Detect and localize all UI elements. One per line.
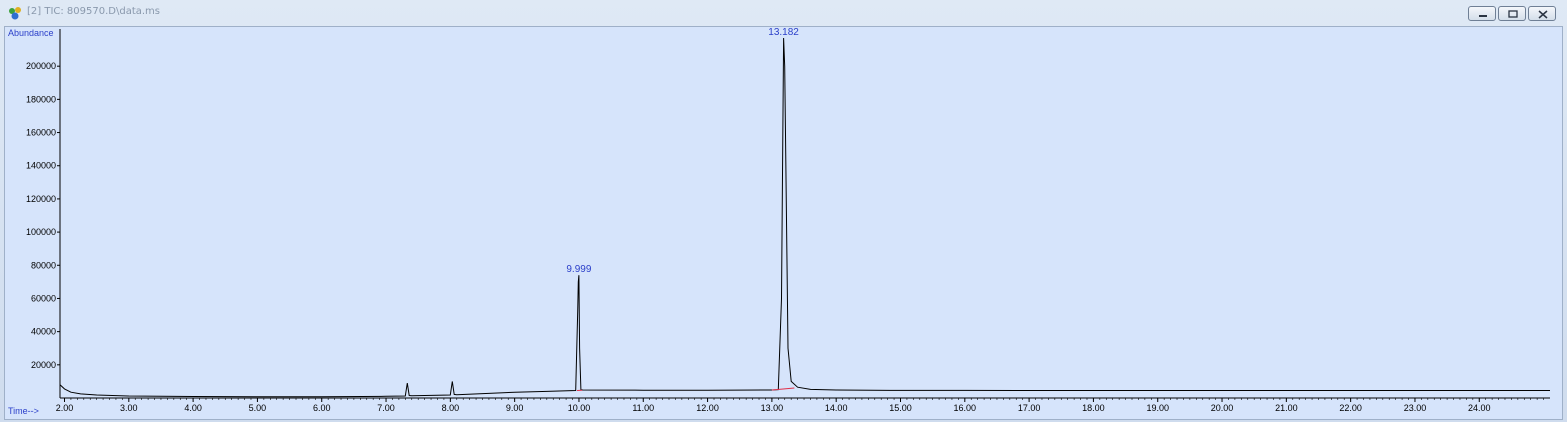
x-axis-label: Time--> <box>8 406 39 416</box>
x-tick-label: 19.00 <box>1146 403 1169 413</box>
x-tick-label: 17.00 <box>1018 403 1041 413</box>
restore-button[interactable] <box>1498 6 1526 21</box>
minimize-button[interactable] <box>1468 6 1496 21</box>
y-tick-label: 20000 <box>31 360 56 370</box>
x-tick-label: 6.00 <box>313 403 331 413</box>
peak-label: 13.182 <box>768 27 799 38</box>
y-tick-label: 200000 <box>26 61 56 71</box>
x-tick-label: 13.00 <box>761 403 784 413</box>
y-tick-label: 60000 <box>31 293 56 303</box>
minimize-icon <box>1479 15 1487 17</box>
x-tick-label: 2.00 <box>56 403 74 413</box>
title-bar[interactable]: [2] TIC: 809570.D\data.ms <box>0 0 1567 26</box>
y-tick-label: 80000 <box>31 260 56 270</box>
y-tick-label: 100000 <box>26 227 56 237</box>
x-tick-label: 4.00 <box>184 403 202 413</box>
window-title: [2] TIC: 809570.D\data.ms <box>27 6 161 17</box>
peak-baseline-marker <box>771 387 795 391</box>
x-tick-label: 18.00 <box>1082 403 1105 413</box>
x-tick-label: 24.00 <box>1468 403 1491 413</box>
close-icon <box>1538 10 1548 19</box>
x-tick-label: 7.00 <box>377 403 395 413</box>
x-tick-label: 8.00 <box>442 403 460 413</box>
x-tick-label: 22.00 <box>1339 403 1362 413</box>
x-tick-label: 9.00 <box>506 403 524 413</box>
x-tick-label: 12.00 <box>696 403 719 413</box>
x-tick-label: 20.00 <box>1211 403 1234 413</box>
tic-trace <box>59 37 1550 398</box>
y-tick-label: 140000 <box>26 161 56 171</box>
x-tick-label: 3.00 <box>120 403 138 413</box>
close-button[interactable] <box>1528 6 1556 21</box>
chromatogram-chart: 20000 40000 60000 80000 100000 120000 140000 16… <box>26 27 1550 413</box>
y-tick-label: 120000 <box>26 194 56 204</box>
x-tick-label: 21.00 <box>1275 403 1298 413</box>
plot-area[interactable]: Abundance Time--> 20000 40000 60000 80000 10… <box>4 26 1563 420</box>
y-tick-label: 40000 <box>31 327 56 337</box>
x-tick-label: 14.00 <box>825 403 848 413</box>
x-tick-label: 15.00 <box>889 403 912 413</box>
y-tick-label: 180000 <box>26 94 56 104</box>
x-tick-label: 10.00 <box>568 403 591 413</box>
y-tick-label: 160000 <box>26 128 56 138</box>
y-axis-label: Abundance <box>8 28 54 38</box>
x-tick-label: 23.00 <box>1404 403 1427 413</box>
chemstation-icon <box>9 7 21 20</box>
x-tick-label: 11.00 <box>632 403 654 413</box>
peak-label: 9.999 <box>566 264 591 275</box>
x-tick-label: 16.00 <box>954 403 977 413</box>
restore-icon <box>1508 10 1518 18</box>
x-tick-label: 5.00 <box>249 403 267 413</box>
